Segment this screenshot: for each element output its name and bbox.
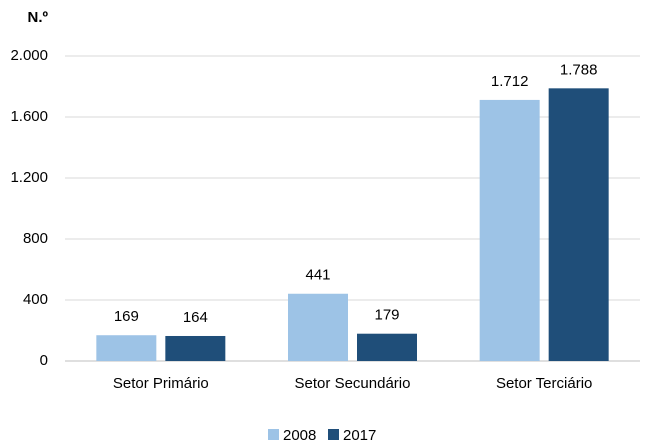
y-tick-label: 2.000: [10, 47, 48, 64]
y-tick-label: 1.200: [10, 169, 48, 186]
legend-swatch: [328, 429, 339, 440]
bar: [357, 333, 417, 361]
data-label: 164: [183, 309, 208, 326]
bar: [479, 99, 540, 362]
legend-label: 2017: [343, 427, 376, 444]
y-axis-label: N.º: [28, 9, 49, 26]
legend-label: 2008: [283, 427, 316, 444]
y-tick-label: 1.600: [10, 108, 48, 125]
bar: [96, 335, 157, 361]
y-tick-label: 0: [40, 352, 48, 369]
legend-swatch: [268, 429, 279, 440]
y-tick-label: 800: [23, 230, 48, 247]
data-label: 1.788: [560, 61, 598, 78]
x-tick-label: Setor Terciário: [496, 375, 592, 392]
data-label: 169: [114, 308, 139, 325]
x-tick-label: Setor Secundário: [295, 375, 411, 392]
bar: [548, 88, 609, 361]
data-label: 441: [305, 267, 330, 284]
data-label: 179: [374, 307, 399, 324]
bar: [165, 335, 226, 361]
y-tick-label: 400: [23, 291, 48, 308]
x-tick-label: Setor Primário: [113, 375, 209, 392]
bar: [288, 293, 348, 361]
data-label: 1.712: [491, 73, 529, 90]
